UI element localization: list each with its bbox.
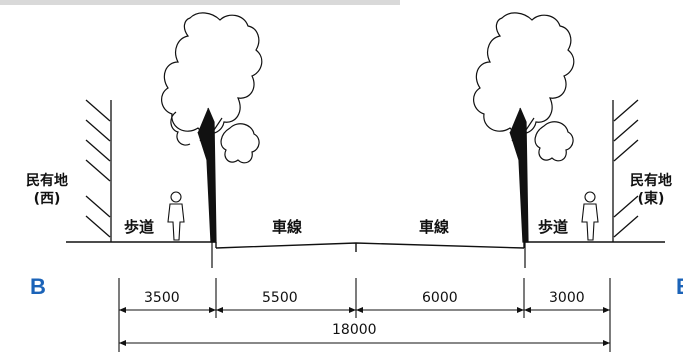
dimension-sidewalk-left: 3500 — [144, 290, 180, 306]
lane-left-label: 車線 — [272, 218, 303, 236]
dimension-lines — [118, 278, 611, 352]
private-land-east: 民有地 (東) — [630, 172, 672, 208]
ground-line — [66, 241, 665, 252]
sidewalk-left-label: 歩道 — [124, 218, 155, 236]
section-marker-right: B — [676, 274, 683, 300]
dimension-total: 18000 — [332, 322, 377, 338]
tree-icon — [473, 12, 575, 268]
private-land-west-line1: 民有地 — [26, 173, 68, 189]
hatch-wall-icon — [85, 99, 112, 242]
dimension-sidewalk-right: 3000 — [549, 290, 585, 306]
lane-right-label: 車線 — [419, 218, 450, 236]
private-land-east-line1: 民有地 — [630, 173, 672, 189]
private-land-west: 民有地 (西) — [26, 172, 68, 208]
tree-icon — [161, 12, 263, 268]
section-marker-left: B — [30, 274, 46, 299]
pedestrian-icon — [581, 191, 599, 241]
sidewalk-right-label: 歩道 — [538, 218, 569, 236]
pedestrian-icon — [167, 191, 185, 241]
hatch-wall-icon — [612, 99, 639, 242]
dimension-lane-right: 6000 — [422, 290, 458, 306]
private-land-west-line2: (西) — [33, 191, 61, 207]
dimension-lane-left: 5500 — [262, 290, 298, 306]
top-bar — [0, 0, 400, 5]
private-land-east-line2: (東) — [637, 191, 665, 207]
